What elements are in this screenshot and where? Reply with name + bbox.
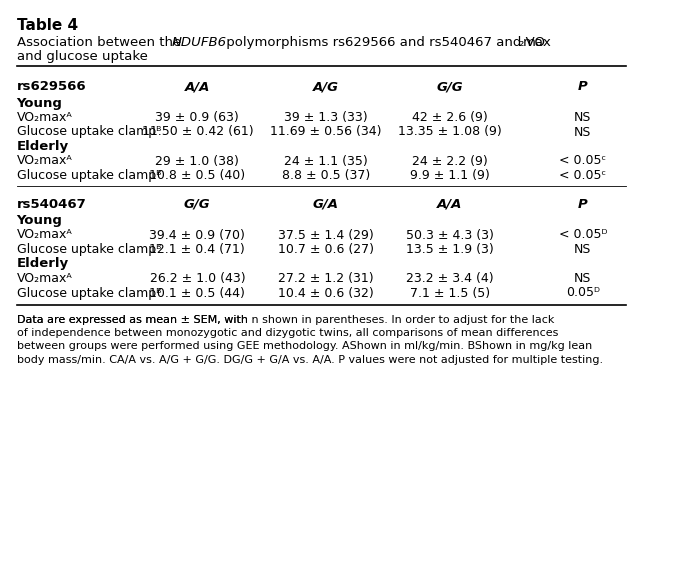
Text: 0.05ᴰ: 0.05ᴰ: [566, 287, 600, 299]
Text: 10.7 ± 0.6 (27): 10.7 ± 0.6 (27): [278, 243, 374, 256]
Text: 39.4 ± 0.9 (70): 39.4 ± 0.9 (70): [149, 228, 245, 242]
Text: and glucose uptake: and glucose uptake: [17, 50, 148, 63]
Text: NS: NS: [574, 243, 592, 256]
Text: NS: NS: [574, 111, 592, 124]
Text: G/G: G/G: [436, 80, 463, 93]
Text: 10.8 ± 0.5 (40): 10.8 ± 0.5 (40): [149, 169, 246, 182]
Text: 10.1 ± 0.5 (44): 10.1 ± 0.5 (44): [149, 287, 245, 299]
Text: Glucose uptake clampᴮ: Glucose uptake clampᴮ: [17, 169, 161, 182]
Text: 10.4 ± 0.6 (32): 10.4 ± 0.6 (32): [278, 287, 374, 299]
Text: A/G: A/G: [313, 80, 339, 93]
Text: VO₂maxᴬ: VO₂maxᴬ: [17, 154, 72, 168]
Text: Glucose uptake clampᴮ: Glucose uptake clampᴮ: [17, 243, 161, 256]
Text: Glucose uptake clampᴮ: Glucose uptake clampᴮ: [17, 287, 161, 299]
Text: 37.5 ± 1.4 (29): 37.5 ± 1.4 (29): [278, 228, 374, 242]
Text: ₂: ₂: [518, 36, 524, 49]
Text: 39 ± 1.3 (33): 39 ± 1.3 (33): [284, 111, 368, 124]
Text: NDUFB6: NDUFB6: [172, 36, 226, 49]
Text: G/A: G/A: [313, 198, 339, 210]
Text: polymorphisms rs629566 and rs540467 and VO: polymorphisms rs629566 and rs540467 and …: [222, 36, 545, 49]
Text: A/A: A/A: [185, 80, 210, 93]
Text: Young: Young: [17, 97, 62, 109]
Text: < 0.05ᶜ: < 0.05ᶜ: [559, 169, 606, 182]
Text: 27.2 ± 1.2 (31): 27.2 ± 1.2 (31): [278, 272, 374, 285]
Text: Young: Young: [17, 214, 62, 227]
Text: 12.1 ± 0.4 (71): 12.1 ± 0.4 (71): [149, 243, 245, 256]
Text: VO₂maxᴬ: VO₂maxᴬ: [17, 228, 72, 242]
Text: 23.2 ± 3.4 (4): 23.2 ± 3.4 (4): [406, 272, 494, 285]
Text: 7.1 ± 1.5 (5): 7.1 ± 1.5 (5): [410, 287, 490, 299]
Text: < 0.05ᶜ: < 0.05ᶜ: [559, 154, 606, 168]
Text: 9.9 ± 1.1 (9): 9.9 ± 1.1 (9): [410, 169, 489, 182]
Text: 26.2 ± 1.0 (43): 26.2 ± 1.0 (43): [150, 272, 245, 285]
Text: 11.50 ± 0.42 (61): 11.50 ± 0.42 (61): [141, 125, 253, 139]
Text: < 0.05ᴰ: < 0.05ᴰ: [559, 228, 607, 242]
Text: Data are expressed as mean ± SEM, with n shown in parentheses. In order to adjus: Data are expressed as mean ± SEM, with n…: [17, 315, 603, 365]
Text: rs629566: rs629566: [17, 80, 86, 93]
Text: Elderly: Elderly: [17, 140, 69, 153]
Text: 13.35 ± 1.08 (9): 13.35 ± 1.08 (9): [398, 125, 502, 139]
Text: VO₂maxᴬ: VO₂maxᴬ: [17, 272, 72, 285]
Text: 13.5 ± 1.9 (3): 13.5 ± 1.9 (3): [406, 243, 494, 256]
Text: 11.69 ± 0.56 (34): 11.69 ± 0.56 (34): [270, 125, 382, 139]
Text: P: P: [578, 198, 587, 210]
Text: 29 ± 1.0 (38): 29 ± 1.0 (38): [155, 154, 239, 168]
Text: rs540467: rs540467: [17, 198, 86, 210]
Text: NS: NS: [574, 272, 592, 285]
Text: Elderly: Elderly: [17, 258, 69, 271]
Text: max: max: [523, 36, 552, 49]
Text: A/A: A/A: [437, 198, 463, 210]
Text: Association between the: Association between the: [17, 36, 185, 49]
Text: Table 4: Table 4: [17, 18, 78, 33]
Text: 42 ± 2.6 (9): 42 ± 2.6 (9): [412, 111, 488, 124]
Text: 8.8 ± 0.5 (37): 8.8 ± 0.5 (37): [281, 169, 370, 182]
Text: Data are expressed as mean ± SEM, with: Data are expressed as mean ± SEM, with: [17, 315, 251, 325]
Text: 50.3 ± 4.3 (3): 50.3 ± 4.3 (3): [406, 228, 494, 242]
Text: 24 ± 2.2 (9): 24 ± 2.2 (9): [412, 154, 488, 168]
Text: 39 ± 0.9 (63): 39 ± 0.9 (63): [155, 111, 239, 124]
Text: P: P: [578, 80, 587, 93]
Text: Glucose uptake clampᴮ: Glucose uptake clampᴮ: [17, 125, 161, 139]
Text: VO₂maxᴬ: VO₂maxᴬ: [17, 111, 72, 124]
Text: NS: NS: [574, 125, 592, 139]
Text: 24 ± 1.1 (35): 24 ± 1.1 (35): [284, 154, 368, 168]
Text: G/G: G/G: [184, 198, 211, 210]
